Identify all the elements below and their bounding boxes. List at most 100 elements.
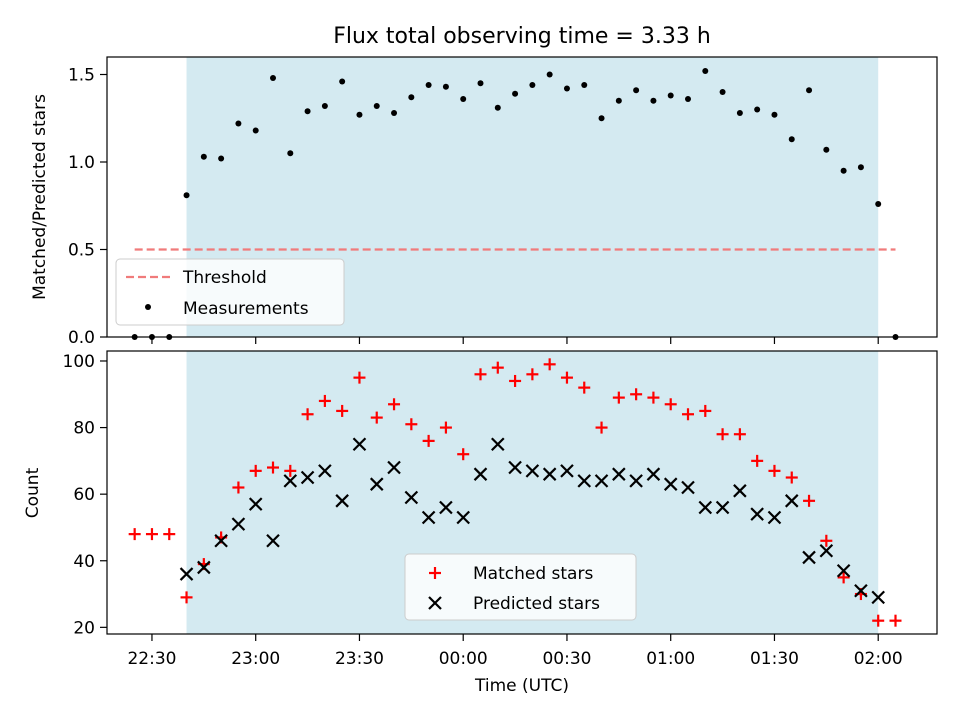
predicted-star-point: [854, 583, 868, 598]
matched-star-point: [889, 614, 902, 627]
measurement-point: [875, 201, 882, 207]
measurement-point: [563, 85, 570, 92]
x-tick-label: 00:00: [439, 649, 488, 669]
measurement-point: [183, 192, 190, 199]
measurement-point: [823, 146, 830, 153]
matched-star-point: [301, 408, 314, 421]
matched-star-point: [422, 434, 435, 447]
predicted-star-point: [387, 460, 401, 475]
measurement-point: [806, 87, 813, 94]
measurement-point: [857, 164, 864, 171]
predicted-star-point: [300, 470, 315, 485]
legend-matched-label: Matched stars: [473, 564, 593, 584]
x-tick-label: 22:30: [127, 649, 176, 669]
measurement-point: [270, 75, 276, 81]
predicted-star-point: [491, 437, 505, 452]
matched-star-point: [232, 481, 245, 494]
matched-star-point: [318, 394, 331, 407]
matched-star-point: [336, 404, 349, 417]
predicted-star-point: [612, 467, 626, 481]
measurement-point: [633, 87, 640, 94]
predicted-star-point: [318, 464, 332, 478]
measurement-point: [529, 82, 536, 88]
measurement-point: [460, 96, 467, 102]
top-legend-box: [115, 258, 345, 326]
predicted-star-point: [629, 474, 643, 488]
measurement-point: [788, 136, 795, 143]
legend-measurements-label: Measurements: [183, 299, 309, 319]
bottom-y-axis-label: Count: [23, 467, 43, 518]
predicted-star-point: [646, 467, 661, 481]
measurement-point: [408, 94, 415, 101]
predicted-star-point: [767, 510, 782, 525]
bottom-legend-box: [404, 553, 637, 621]
predicted-star-point: [819, 543, 834, 558]
x-tick-label: 01:00: [646, 649, 695, 669]
predicted-star-point: [473, 467, 488, 481]
measurement-point: [356, 111, 363, 118]
y-tick-label: 1.0: [68, 153, 95, 173]
predicted-star-point: [542, 467, 557, 481]
matched-star-point: [353, 371, 366, 384]
measurement-point: [754, 106, 761, 113]
matched-star-point: [180, 591, 193, 604]
measurement-point: [512, 90, 519, 97]
matched-star-point: [249, 464, 262, 477]
matched-star-point: [785, 471, 798, 484]
predicted-star-point: [594, 474, 609, 488]
predicted-star-point: [248, 497, 263, 511]
measurement-point: [719, 89, 726, 95]
legend-predicted-swatch: [428, 596, 442, 610]
measurement-point: [598, 115, 605, 122]
measurement-point: [321, 103, 328, 109]
predicted-star-point: [404, 490, 419, 505]
predicted-star-point: [352, 437, 367, 452]
bottom-y-axis: 20 40 60 80 100: [63, 352, 107, 638]
bottom-panel: 20 40 60 80 100 22:30 23:00 23:30 00:00 00:30 01:…: [23, 337, 938, 696]
legend-matched-swatch: [429, 567, 441, 579]
predicted-star-point: [560, 464, 574, 478]
measurement-point: [477, 80, 484, 87]
y-tick-label: 0.0: [68, 328, 95, 348]
predicted-star-point: [421, 510, 436, 525]
matched-star-point: [543, 358, 556, 371]
predicted-star-point: [456, 510, 470, 525]
measurement-point: [615, 97, 622, 104]
measurement-point: [581, 82, 588, 88]
matched-star-point: [439, 421, 452, 434]
matched-star-point: [699, 404, 712, 417]
measurement-point: [235, 120, 242, 127]
measurement-point: [391, 110, 398, 116]
bottom-legend: Matched stars Predicted stars: [404, 553, 637, 621]
legend-threshold-label: Threshold: [182, 268, 267, 288]
matched-star-point: [682, 408, 694, 421]
matched-star-point: [267, 461, 279, 474]
legend-measurements-swatch: [145, 304, 151, 310]
measurement-point: [546, 71, 553, 78]
matched-star-point: [405, 418, 418, 431]
x-axis-label: Time (UTC): [474, 676, 569, 696]
measurement-point: [304, 108, 311, 115]
predicted-star-point: [266, 533, 280, 548]
x-tick-label: 23:00: [231, 649, 280, 669]
matched-star-point: [630, 388, 643, 401]
matched-star-point: [370, 411, 383, 424]
predicted-star-point: [439, 500, 453, 515]
matched-star-point: [595, 421, 608, 434]
bottom-marks: [128, 358, 902, 627]
matched-star-point: [664, 398, 677, 411]
bottom-axes-frame: [106, 350, 938, 635]
matched-star-point: [803, 494, 816, 507]
predicted-star-point: [750, 507, 764, 521]
matched-star-point: [491, 361, 504, 374]
matched-star-point: [733, 428, 746, 441]
predicted-star-point: [577, 474, 592, 488]
measurement-point: [685, 96, 691, 102]
measurement-point: [771, 111, 778, 118]
predicted-star-point: [369, 477, 384, 491]
predicted-star-point: [663, 477, 678, 491]
measurement-point: [442, 83, 449, 90]
predicted-star-point: [871, 590, 885, 605]
predicted-star-point: [715, 500, 730, 515]
